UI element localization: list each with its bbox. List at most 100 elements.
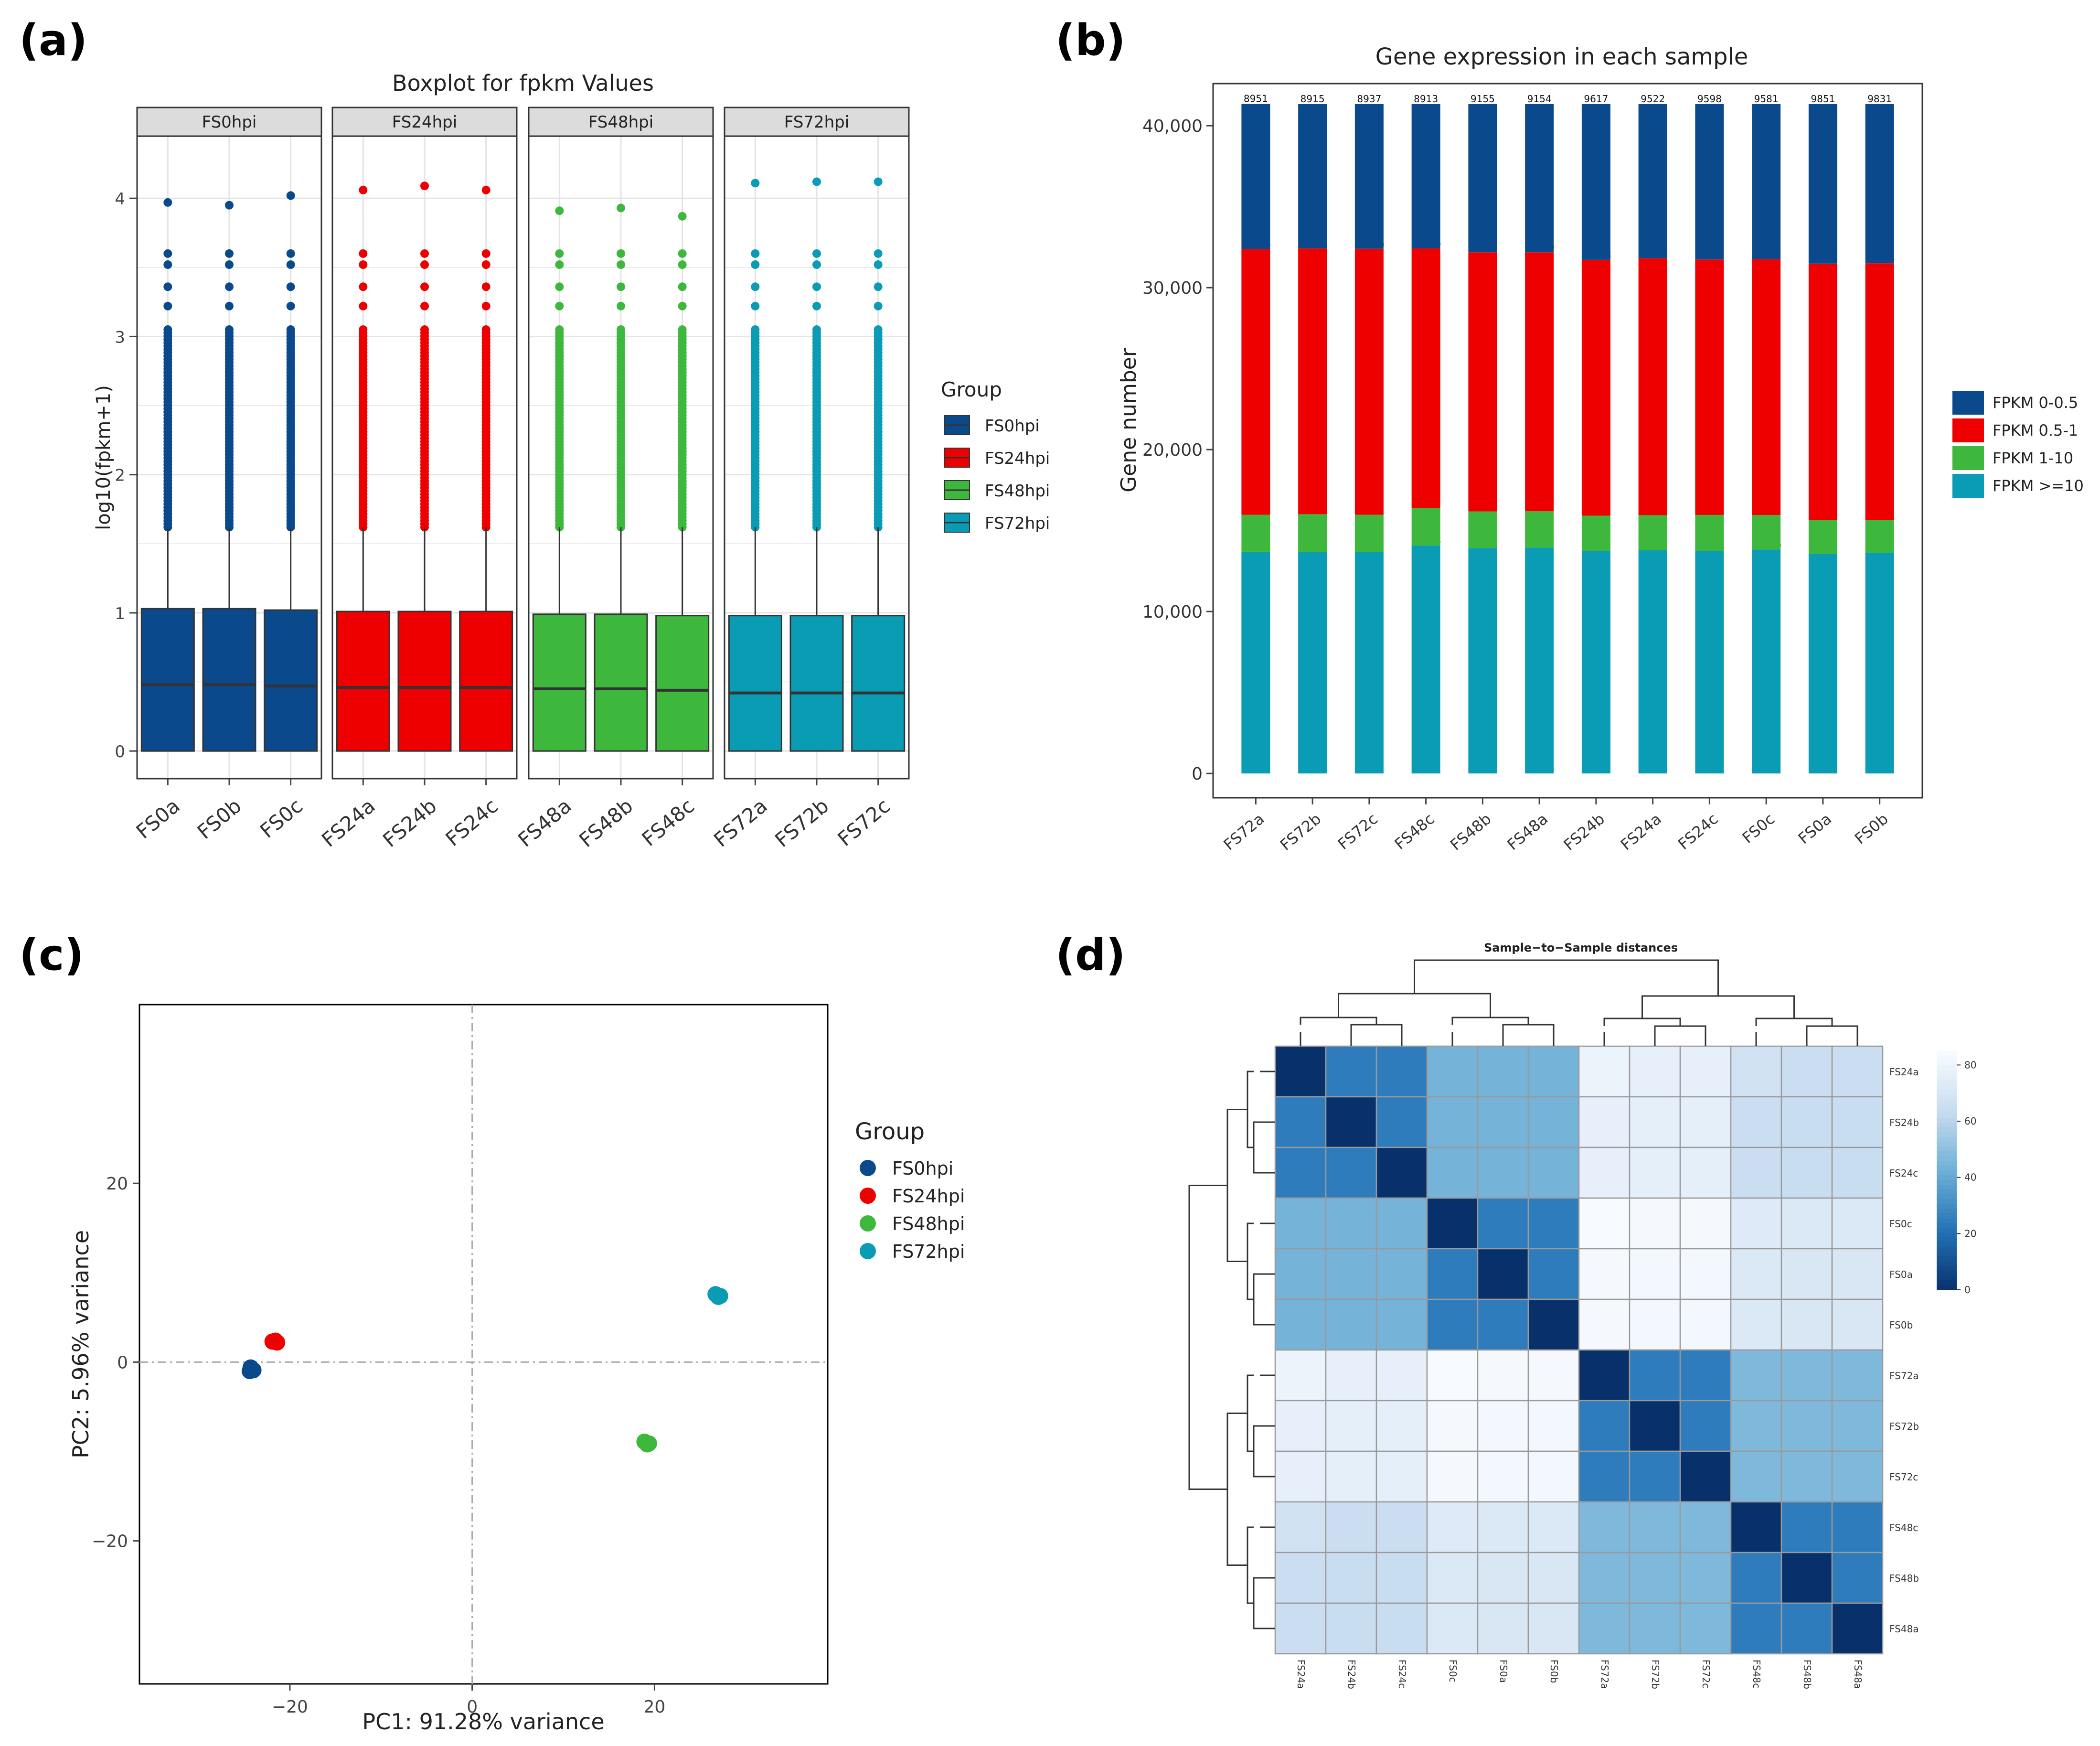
panel-b-y-tick-label: 0 — [1192, 764, 1203, 784]
panel-b-legend-swatch — [1952, 474, 1984, 498]
panel-d-heatmap-cell — [1527, 1450, 1580, 1503]
panel-d-heatmap-cell — [1578, 1197, 1631, 1250]
panel-d-heatmap-cell — [1527, 1197, 1580, 1250]
panel-a-outlier-point — [617, 260, 625, 269]
panel-d-heatmap-cell — [1831, 1602, 1884, 1655]
panel-d-colorbar-segment — [1937, 1118, 1957, 1123]
panel-a-facet-border — [724, 135, 910, 780]
panel-d-row-label: FS24b — [1889, 1117, 1919, 1128]
panel-d-heatmap-cell — [1578, 1298, 1631, 1351]
panel-a-box — [140, 608, 195, 752]
panel-a-outlier-point — [286, 325, 295, 334]
panel-d-row-label: FS0c — [1889, 1218, 1912, 1230]
panel-d-heatmap-cell — [1679, 1400, 1732, 1452]
panel-d-heatmap-cell — [1527, 1552, 1580, 1604]
panel-b-bar-segment — [1752, 104, 1781, 259]
panel-c-y-tick-label: 0 — [117, 1353, 128, 1372]
panel-d-heatmap-cell — [1780, 1501, 1833, 1553]
panel-b-bar-segment — [1525, 252, 1554, 512]
panel-d-colorbar-segment — [1937, 1065, 1957, 1071]
panel-d-heatmap-cell — [1477, 1096, 1529, 1148]
panel-d-heatmap-cell — [1679, 1602, 1732, 1655]
panel-d-heatmap-cell — [1780, 1602, 1833, 1655]
panel-b-bar-segment — [1865, 520, 1894, 553]
panel-d-heatmap-cell — [1730, 1450, 1782, 1503]
panel-d-heatmap-cell — [1679, 1045, 1732, 1098]
panel-a-outlier-point — [555, 260, 564, 269]
panel-d-heatmap-cell — [1578, 1248, 1631, 1300]
panel-d-heatmap-cell — [1477, 1197, 1529, 1250]
panel-d-heatmap-cell — [1831, 1450, 1884, 1503]
panel-d-row-label: FS0a — [1889, 1269, 1913, 1280]
panel-label-a: (a) — [19, 15, 87, 65]
panel-a-outlier-point — [481, 325, 490, 334]
panel-b-data-label: 9155 — [1471, 93, 1495, 105]
panel-a-outlier-point — [359, 301, 368, 311]
panel-d-heatmap-cell — [1325, 1248, 1377, 1300]
panel-c-pca-scatter: −20 0 20 −20 0 20 PC1: 91.28% variance PC2: 5.9… — [68, 1004, 965, 1735]
panel-d-heatmap-cell — [1679, 1349, 1732, 1402]
panel-b-bar-segment — [1525, 104, 1554, 253]
panel-d-heatmap-cell — [1527, 1501, 1580, 1553]
panel-b-bar-segment — [1411, 104, 1440, 249]
panel-d-heatmap-cell — [1527, 1602, 1580, 1655]
panel-b-y-tick-label: 40,000 — [1142, 117, 1203, 136]
panel-c-legend-label: FS24hpi — [892, 1186, 965, 1207]
panel-a-outlier-point — [225, 201, 234, 210]
panel-a-title: Boxplot for fpkm Values — [392, 70, 654, 96]
panel-b-bar-segment — [1638, 104, 1667, 258]
panel-d-column-label: FS0b — [1548, 1660, 1560, 1683]
panel-d-distance-heatmap: Sample−to−Sample distances FS24a FS24b FS24… — [1188, 941, 1976, 1689]
panel-a-outlier-point — [678, 212, 687, 221]
panel-d-heatmap-cell — [1477, 1602, 1529, 1655]
panel-d-heatmap-cell — [1730, 1552, 1782, 1604]
panel-b-bar-segment — [1298, 514, 1327, 552]
panel-d-heatmap-cell — [1274, 1349, 1327, 1402]
panel-b-bar-segment — [1241, 514, 1270, 552]
panel-d-heatmap-cell — [1325, 1501, 1377, 1553]
panel-d-heatmap-cell — [1274, 1045, 1327, 1098]
panel-b-plot-frame — [1212, 83, 1923, 799]
panel-d-heatmap-cell — [1426, 1045, 1479, 1098]
panel-d-heatmap-cell — [1780, 1146, 1833, 1199]
panel-d-colorbar-segment — [1937, 1175, 1957, 1180]
panel-d-column-label: FS48b — [1802, 1660, 1813, 1689]
panel-a-box — [728, 615, 782, 752]
panel-d-heatmap-cell — [1629, 1501, 1681, 1553]
panel-b-bar-segment — [1865, 263, 1894, 520]
panel-d-heatmap-cell — [1477, 1400, 1529, 1452]
panel-d-heatmap-cell — [1477, 1045, 1529, 1098]
panel-d-heatmap-cell — [1578, 1501, 1631, 1553]
panel-b-bar-segment — [1468, 511, 1497, 548]
panel-d-heatmap-cell — [1375, 1349, 1428, 1402]
panel-a-facet-label: FS48hpi — [588, 113, 653, 132]
panel-d-heatmap-cell — [1426, 1197, 1479, 1250]
panel-d-heatmap-cell — [1578, 1602, 1631, 1655]
panel-b-legend-swatch — [1952, 446, 1984, 470]
panel-d-colorbar-segment — [1937, 1256, 1957, 1262]
panel-b-bar-segment — [1752, 515, 1781, 550]
panel-d-row-label: FS72b — [1889, 1421, 1919, 1432]
panel-d-heatmap-cell — [1477, 1349, 1529, 1402]
panel-a-box — [851, 615, 906, 752]
panel-d-heatmap-cell — [1325, 1450, 1377, 1503]
panel-d-colorbar-segment — [1937, 1089, 1957, 1094]
panel-b-data-label: 8951 — [1244, 93, 1268, 105]
panel-a-outlier-point — [678, 282, 687, 291]
panel-b-bar-segment — [1808, 263, 1837, 520]
panel-a-outlier-point — [678, 249, 687, 258]
panel-a-outlier-point — [420, 260, 429, 269]
panel-d-row-label: FS72a — [1889, 1370, 1919, 1382]
panel-d-heatmap-cell — [1780, 1400, 1833, 1452]
panel-a-outlier-point — [751, 282, 760, 291]
panel-a-outlier-point — [420, 325, 429, 334]
panel-d-heatmap-cell — [1375, 1248, 1428, 1300]
panel-d-heatmap-cell — [1679, 1501, 1732, 1553]
panel-d-colorbar-segment — [1937, 1170, 1957, 1176]
panel-d-heatmap-cell — [1730, 1096, 1782, 1148]
panel-a-outlier-point — [286, 282, 295, 291]
panel-d-colorbar-segment — [1937, 1232, 1957, 1238]
panel-d-colorbar-tick-label: 40 — [1964, 1172, 1976, 1183]
panel-a-box — [264, 609, 318, 752]
